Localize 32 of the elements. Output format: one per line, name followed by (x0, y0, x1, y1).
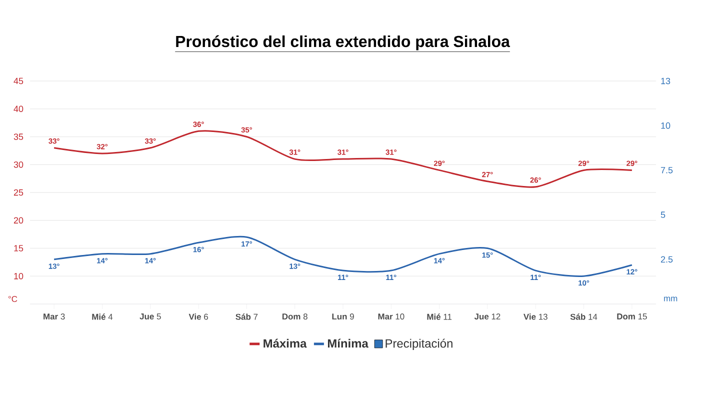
x-tick-label: Dom 8 (282, 314, 308, 320)
y2-tick-label: 2.5 (660, 256, 673, 263)
y-tick-label: 40 (14, 106, 24, 112)
x-tick-label: Dom 15 (617, 314, 647, 320)
x-tick-label: Sáb 7 (236, 314, 258, 320)
x-tick-label: Vie 13 (524, 314, 548, 320)
y-tick-label: 20 (14, 217, 24, 224)
y-tick-label: 15 (14, 245, 24, 252)
x-tick-label: Sáb 14 (570, 314, 598, 320)
x-tick-label: Mié 11 (427, 314, 452, 320)
y-tick-label: 10 (14, 272, 24, 280)
x-tick-label: Lun 9 (332, 314, 354, 320)
x-tick-label: Mar 3 (44, 314, 65, 320)
legend-label: Precipitación (386, 338, 452, 350)
x-tick-label: Vie 6 (188, 314, 208, 320)
y-tick-label: 25 (14, 189, 24, 196)
y2-tick-label: 5 (660, 212, 666, 218)
chart-title: Pronóstico del clima extendido para Sinaloa (176, 35, 510, 50)
y2-tick-label: 7.5 (660, 167, 673, 174)
y-tick-label: 35 (14, 134, 24, 140)
y-tick-label: 30 (14, 161, 24, 168)
x-tick-label: Jue 5 (140, 314, 161, 320)
legend-label: Máxima (264, 338, 307, 348)
x-tick-label: Mar 10 (378, 314, 404, 320)
y2-tick-label: 13 (661, 78, 670, 84)
y2-axis-title: mm (664, 296, 678, 302)
y-tick-label: 45 (14, 78, 24, 84)
x-tick-label: Jue 12 (474, 314, 500, 320)
x-tick-label: Mié 4 (92, 314, 113, 320)
y2-tick-label: 10 (661, 122, 670, 129)
legend-label: Mínima (328, 338, 368, 348)
y-axis-title: °C (8, 296, 18, 302)
